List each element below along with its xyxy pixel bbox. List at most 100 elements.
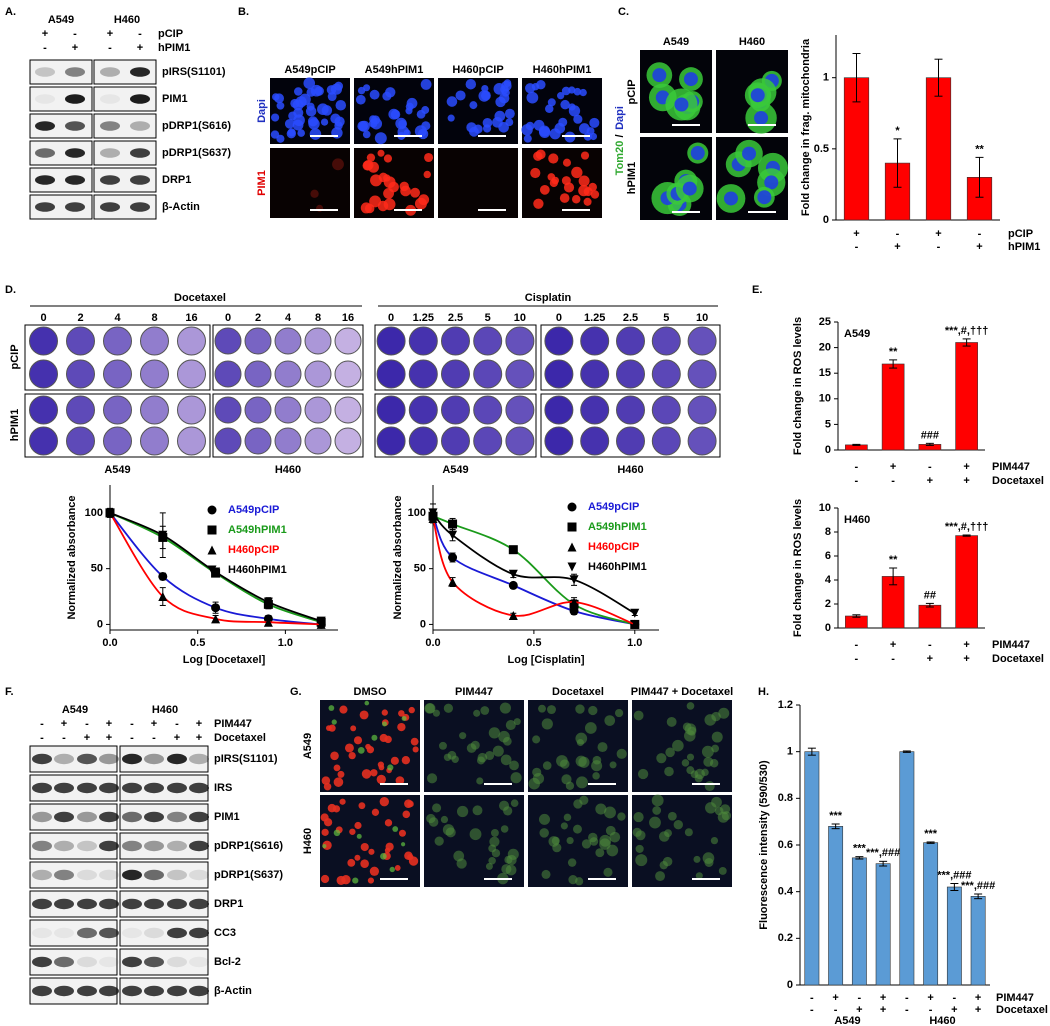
- cell: [328, 705, 335, 711]
- cell: [361, 769, 372, 779]
- well: [687, 359, 717, 389]
- band-label: pDRP1(S616): [214, 840, 283, 852]
- sign: +: [963, 639, 969, 651]
- sign: -: [891, 653, 895, 665]
- cell: [575, 704, 585, 714]
- legend-marker: [207, 525, 217, 535]
- blot-band: [122, 985, 142, 997]
- blot-band: [32, 869, 52, 881]
- cell: [363, 84, 371, 92]
- marker: [316, 616, 326, 626]
- well: [66, 326, 95, 356]
- cell: [335, 99, 347, 111]
- dose: 16: [342, 312, 354, 324]
- drug-header: Docetaxel: [174, 292, 226, 304]
- dose: 16: [185, 312, 197, 324]
- cell: [558, 117, 568, 127]
- well: [274, 360, 302, 388]
- blot-band: [144, 956, 164, 968]
- blot-band: [54, 898, 74, 910]
- well: [505, 359, 535, 389]
- legend-marker: [207, 545, 217, 555]
- cell: [684, 723, 697, 735]
- condition-label: PIM447: [992, 461, 1030, 473]
- well: [505, 426, 535, 456]
- cell: [352, 877, 359, 884]
- legend-swatch: [567, 562, 577, 572]
- cell: [321, 828, 329, 836]
- well: [103, 359, 132, 389]
- y-tick-label: 0: [787, 979, 793, 991]
- cell: [381, 709, 388, 716]
- y-tick-label: 0: [825, 622, 831, 634]
- marker: [508, 545, 518, 555]
- cell: [321, 776, 331, 785]
- sign: -: [855, 241, 859, 253]
- cell: [523, 134, 532, 143]
- sign: -: [73, 28, 77, 40]
- blot-band: [189, 753, 209, 765]
- cell: [488, 857, 496, 865]
- cell: [711, 744, 720, 753]
- cell: [328, 724, 336, 732]
- dose: 1.25: [584, 312, 605, 324]
- sign: +: [106, 732, 112, 744]
- cell: [581, 839, 592, 849]
- cell: [635, 854, 648, 867]
- cell: [664, 766, 674, 777]
- cell: [488, 844, 497, 853]
- legend-label: A549pCIP: [228, 504, 279, 516]
- cell: [407, 800, 414, 808]
- marker: [508, 611, 518, 620]
- sign: -: [130, 732, 134, 744]
- blot-band: [189, 840, 209, 852]
- cell: [390, 756, 399, 765]
- cell: [367, 877, 375, 884]
- marker: [158, 530, 168, 540]
- y-tick-label: 0: [823, 214, 829, 226]
- cell: [360, 842, 369, 852]
- x-tick-label: 0.0: [102, 637, 117, 649]
- y-tick-label: 10: [819, 502, 831, 514]
- condition-label: hPIM1: [1008, 241, 1040, 253]
- row-label: pCIP: [158, 28, 183, 40]
- cell: [420, 79, 432, 90]
- marker: [569, 597, 579, 607]
- dose: 2.5: [448, 312, 463, 324]
- well: [140, 395, 169, 425]
- cell: [503, 736, 512, 746]
- cell: [272, 93, 280, 101]
- cell: [466, 743, 477, 753]
- micrograph: [438, 148, 518, 218]
- dose: 4: [285, 312, 292, 324]
- cell: [720, 804, 731, 815]
- band-label: PIM1: [162, 93, 188, 105]
- cell: [718, 866, 727, 875]
- condition-label: PIM447: [992, 639, 1030, 651]
- cell: [424, 152, 434, 163]
- sign: -: [40, 732, 44, 744]
- cell: [505, 864, 517, 876]
- row-label: H460: [302, 828, 314, 854]
- blot-band: [32, 811, 52, 823]
- cell: [659, 860, 668, 870]
- cell: [504, 855, 513, 864]
- significance: ###: [921, 429, 939, 441]
- blot-band: [100, 67, 120, 77]
- band-label: PIM1: [214, 811, 240, 823]
- y-tick-label: 20: [819, 342, 831, 354]
- blot-band: [144, 753, 164, 765]
- blot-band: [77, 753, 97, 765]
- cell: [530, 167, 541, 179]
- well: [441, 326, 470, 356]
- blot-band: [130, 121, 150, 131]
- sign: +: [976, 241, 982, 253]
- cell: [576, 776, 588, 789]
- sign: +: [61, 718, 67, 730]
- well: [544, 359, 574, 389]
- cell: [398, 710, 405, 717]
- cell: [509, 760, 519, 771]
- well: [441, 359, 470, 389]
- error-bar: [962, 534, 971, 537]
- cell-line: A549: [62, 704, 88, 716]
